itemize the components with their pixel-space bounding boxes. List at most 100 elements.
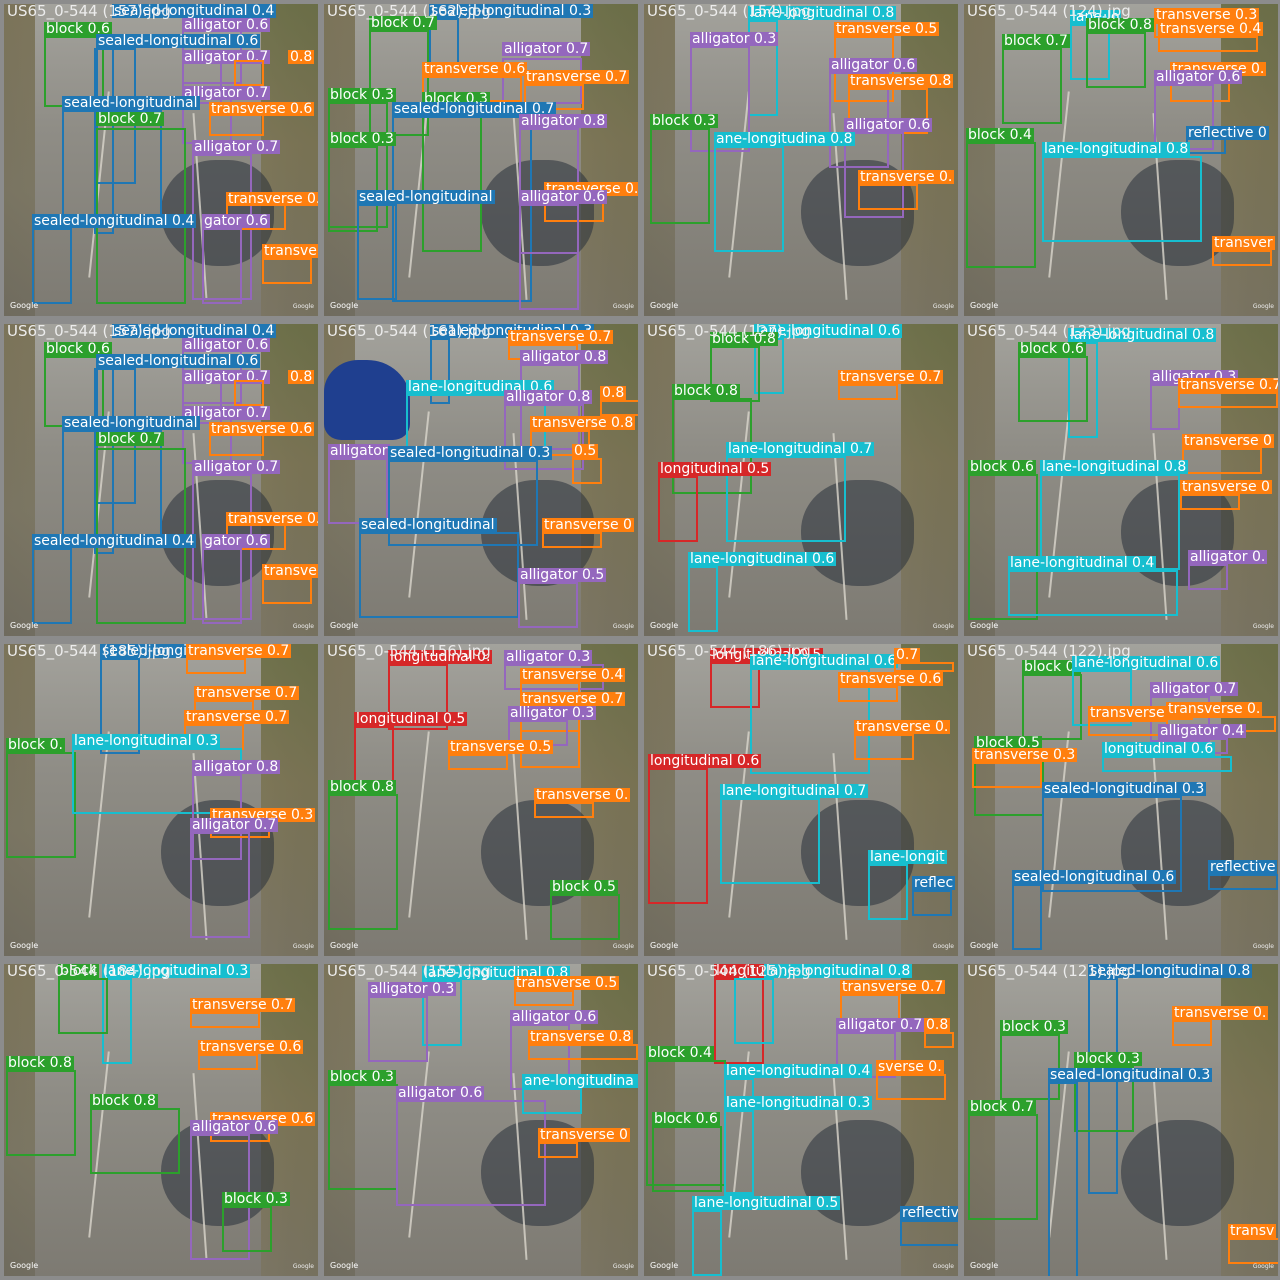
- detection-box-transverse: [186, 658, 246, 674]
- detection-label: block 0.4: [966, 127, 1034, 143]
- detection-label: transverse 0: [1180, 479, 1272, 495]
- detection-label: lane-longitudinal 0.8: [764, 964, 913, 979]
- detection-label: alligator 0.5: [518, 567, 607, 583]
- detection-label: sealed-longitudinal 0.6: [96, 353, 261, 369]
- detection-label: transverse 0.: [1172, 1005, 1269, 1021]
- detection-label: alligator 0.7: [192, 459, 281, 475]
- detection-label: transve: [262, 563, 318, 579]
- google-copyright: Google: [612, 623, 634, 630]
- detection-box-transverse: [1182, 448, 1262, 474]
- tile-image: lane-longitudinal 0.8 alligator 0.3 transv…: [644, 4, 958, 316]
- google-copyright: Google: [292, 303, 314, 310]
- detection-label: sealed-longitudinal: [62, 415, 200, 431]
- detection-label: transverse 0.6: [838, 671, 944, 687]
- detection-label: 0.8: [924, 1017, 951, 1033]
- detection-box-transverse: [198, 1054, 258, 1070]
- detection-label: lane-longitudinal 0.3: [72, 733, 221, 749]
- tile-image: sealed-longitudinal 0.3 block 0.7 alligato…: [324, 4, 638, 316]
- detection-label: ane-longitudina 0.8: [714, 131, 855, 147]
- image-filename: US65_0-544 (162).jpg: [327, 4, 491, 20]
- detection-box-block: [968, 474, 1038, 620]
- detection-label: transverse 0.7: [184, 709, 290, 725]
- detection-label: block 0.3: [328, 1069, 396, 1085]
- detection-label: block 0.: [1022, 659, 1081, 675]
- detection-label: transverse 0.7: [186, 644, 292, 659]
- detection-label: 0.8: [600, 385, 627, 401]
- google-copyright: Google: [292, 623, 314, 630]
- detection-label: transverse 0.7: [190, 997, 296, 1013]
- detection-box-sealed-longitudinal: [357, 204, 397, 300]
- tile-image: block 0.6 sealed-longitudinal 0.4 alligato…: [4, 4, 318, 316]
- detection-box-transverse: [190, 1012, 260, 1028]
- detection-label: block 0.3: [328, 87, 396, 103]
- detection-box-block: [1086, 32, 1146, 88]
- detection-label: longitudinal 0.5: [354, 711, 468, 727]
- tile-image: block 0. lane-longitudinal 0.6 alligator 0…: [964, 644, 1278, 956]
- detection-box-sealed-longitudinal: [1088, 978, 1118, 1194]
- detection-box-block: [222, 1206, 272, 1252]
- image-filename: US65_0-544 (125).jpg: [647, 964, 811, 980]
- detection-label: transverse 0.: [854, 719, 951, 735]
- detection-box-alligator: [396, 1100, 546, 1206]
- detection-label: transverse 0.8: [530, 415, 636, 431]
- detection-box-transverse: [1228, 1238, 1278, 1264]
- detection-box-sealed-longitudinal: [1048, 1082, 1078, 1276]
- google-copyright: Google: [932, 623, 954, 630]
- detection-label: transverse 0.: [534, 787, 631, 803]
- image-filename: US65_0-544 (186).jpg: [647, 644, 811, 660]
- detection-box-alligator: [1150, 384, 1180, 430]
- detection-label: alligator 0.7: [502, 41, 591, 57]
- detection-label: transverse 0.7: [524, 69, 630, 85]
- detection-box-alligator: [519, 204, 579, 310]
- detection-label: alligator 0.8: [504, 389, 593, 405]
- detection-label: block 0.8: [1086, 17, 1154, 33]
- detection-label: block 0.8: [6, 1055, 74, 1071]
- detection-box-sealed-longitudinal: [359, 532, 519, 618]
- tile-image: sealed-longitudinal 0.3 transverse 0.7 all…: [324, 324, 638, 636]
- detection-box-block: [652, 1126, 722, 1192]
- detection-label: sealed-longitudinal: [359, 517, 497, 533]
- detection-label: alligator 0.7: [1150, 681, 1239, 697]
- roadside-verge: [901, 964, 958, 1276]
- detection-box-transverse: [542, 532, 602, 548]
- google-copyright: Google: [1252, 943, 1274, 950]
- detection-label: lane-longitudinal 0.7: [720, 783, 869, 799]
- detection-label: reflec: [912, 875, 956, 891]
- detection-box-block: [1002, 48, 1062, 124]
- detection-label: alligator 0.6: [844, 117, 933, 133]
- detection-box-transverse: [234, 380, 264, 406]
- detection-box-lane-longitudinal: [734, 978, 774, 1044]
- tile-image: longitudinal 0. alligator 0.3 transverse 0…: [324, 644, 638, 956]
- detection-label: transverse 0.5: [448, 739, 554, 755]
- detection-box-lane-longitudinal: [714, 146, 784, 252]
- detection-box-lane-longitudinal: [1102, 756, 1232, 772]
- tile-image: transverse 0.3 lane-lo block 0.7 transverse…: [964, 4, 1278, 316]
- detection-box-transverse: [534, 802, 594, 818]
- detection-box-lane-longitudinal: [1042, 156, 1202, 242]
- google-watermark: Google: [650, 301, 679, 310]
- detection-label: transverse 0: [538, 1127, 630, 1143]
- detection-label: reflectiv: [900, 1206, 958, 1220]
- detection-label: sealed-longitudinal 0.4: [32, 533, 197, 549]
- image-filename: US65_0-544 (184).jpg: [7, 964, 171, 980]
- detection-box-transverse: [530, 430, 590, 456]
- detection-box-block: [966, 142, 1036, 268]
- detection-box-sealed-longitudinal: [1012, 884, 1042, 950]
- detection-label: transverse 0.: [226, 512, 318, 526]
- detection-label: longitudinal 0.: [388, 649, 493, 665]
- detection-box-alligator: [518, 582, 578, 628]
- detection-label: sealed-longitudinal 0.6: [96, 33, 261, 49]
- detection-label: transver: [1212, 235, 1275, 251]
- detection-box-block: [6, 752, 76, 858]
- detection-label: transverse 0: [1182, 433, 1274, 449]
- google-watermark: Google: [650, 941, 679, 950]
- detection-label: transverse 0.7: [1178, 378, 1278, 392]
- detection-box-alligator: [690, 46, 750, 152]
- detection-box-block: [650, 128, 710, 224]
- detection-box-transverse: [234, 60, 264, 86]
- detection-label: gator 0.6: [202, 213, 270, 229]
- detection-label: block: [58, 964, 100, 979]
- detection-box-transverse: [838, 384, 898, 400]
- detection-label: block 0.6: [652, 1111, 720, 1127]
